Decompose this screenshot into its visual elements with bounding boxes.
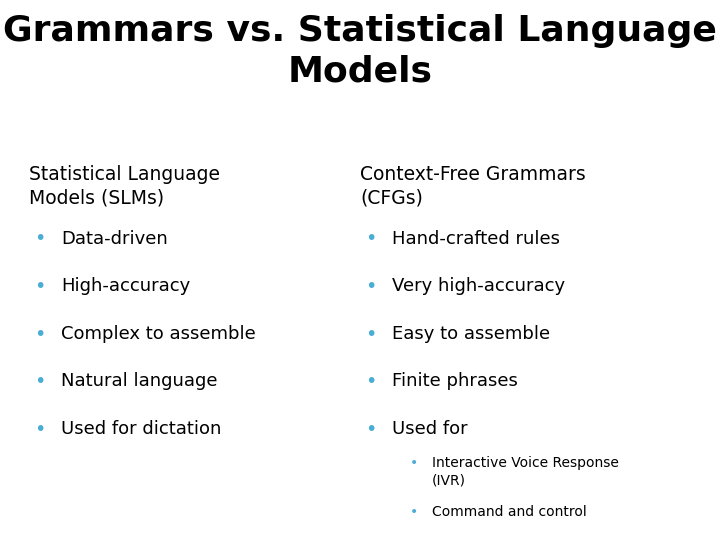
Text: •: •	[34, 372, 45, 391]
Text: •: •	[410, 505, 418, 519]
Text: Grammars vs. Statistical Language
Models: Grammars vs. Statistical Language Models	[3, 14, 717, 88]
Text: Used for dictation: Used for dictation	[61, 420, 222, 437]
Text: Very high-accuracy: Very high-accuracy	[392, 277, 565, 295]
Text: •: •	[365, 230, 377, 248]
Text: Statistical Language
Models (SLMs): Statistical Language Models (SLMs)	[29, 165, 220, 208]
Text: Interactive Voice Response
(IVR): Interactive Voice Response (IVR)	[432, 456, 619, 488]
Text: •: •	[365, 420, 377, 438]
Text: •: •	[365, 372, 377, 391]
Text: High-accuracy: High-accuracy	[61, 277, 191, 295]
Text: •: •	[410, 456, 418, 470]
Text: Context-Free Grammars
(CFGs): Context-Free Grammars (CFGs)	[360, 165, 586, 208]
Text: •: •	[34, 230, 45, 248]
Text: •: •	[365, 325, 377, 343]
Text: Finite phrases: Finite phrases	[392, 372, 518, 390]
Text: Data-driven: Data-driven	[61, 230, 168, 247]
Text: Used for: Used for	[392, 420, 468, 437]
Text: •: •	[34, 420, 45, 438]
Text: Natural language: Natural language	[61, 372, 217, 390]
Text: Complex to assemble: Complex to assemble	[61, 325, 256, 342]
Text: •: •	[34, 325, 45, 343]
Text: •: •	[34, 277, 45, 296]
Text: Hand-crafted rules: Hand-crafted rules	[392, 230, 560, 247]
Text: •: •	[365, 277, 377, 296]
Text: Easy to assemble: Easy to assemble	[392, 325, 551, 342]
Text: Command and control: Command and control	[432, 505, 587, 519]
